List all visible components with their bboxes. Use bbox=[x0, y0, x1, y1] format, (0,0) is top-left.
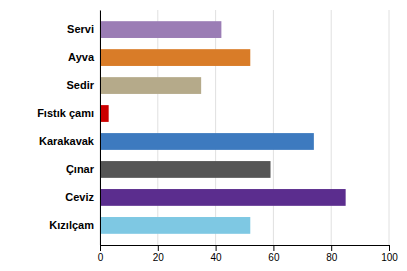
x-tick-mark bbox=[331, 245, 332, 251]
y-tick: Fıstık çamı bbox=[37, 107, 100, 119]
bar bbox=[100, 161, 271, 178]
x-axis-line bbox=[101, 246, 390, 252]
bar bbox=[100, 105, 109, 122]
y-tick: Karakavak bbox=[39, 135, 100, 147]
x-tick: 60 bbox=[268, 245, 280, 263]
bar bbox=[100, 189, 346, 206]
bar bbox=[100, 49, 250, 66]
x-tick-label: 80 bbox=[326, 252, 338, 263]
y-tick-label: Servi bbox=[67, 23, 94, 35]
y-tick: Sedir bbox=[66, 79, 100, 91]
plot-area: 0 20 40 60 80 100 Servi Ayva Sedir Fıstık çamı Kar… bbox=[37, 10, 398, 263]
grid bbox=[100, 10, 389, 245]
x-tick: 80 bbox=[326, 245, 338, 263]
grid-line bbox=[389, 10, 390, 245]
y-tick: Ayva bbox=[68, 51, 100, 63]
y-tick-label: Çınar bbox=[66, 163, 95, 175]
bar bbox=[100, 77, 201, 94]
bar bbox=[100, 21, 221, 38]
y-tick-label: Ayva bbox=[68, 51, 95, 63]
grid-line bbox=[215, 10, 216, 245]
x-tick-label: 0 bbox=[98, 252, 104, 263]
y-tick-label: Ceviz bbox=[65, 191, 94, 203]
x-tick-label: 100 bbox=[381, 252, 398, 263]
grid-line bbox=[273, 10, 274, 245]
x-tick: 100 bbox=[381, 245, 398, 263]
y-tick: Ceviz bbox=[65, 191, 100, 203]
y-tick-label: Fıstık çamı bbox=[37, 107, 94, 119]
x-tick-mark bbox=[216, 245, 217, 251]
x-tick-mark bbox=[100, 245, 101, 251]
x-tick-label: 60 bbox=[268, 252, 280, 263]
y-tick-label: Karakavak bbox=[39, 135, 95, 147]
x-tick: 20 bbox=[153, 245, 165, 263]
chart: 0 20 40 60 80 100 Servi Ayva Sedir Fıstık çamı Kar… bbox=[0, 0, 407, 271]
x-tick-label: 20 bbox=[153, 252, 165, 263]
x-tick-mark bbox=[389, 245, 390, 251]
y-tick-label: Kızılçam bbox=[49, 219, 94, 231]
y-tick: Servi bbox=[67, 23, 100, 35]
y-axis-line bbox=[100, 11, 101, 246]
bar bbox=[100, 133, 314, 150]
x-tick-mark bbox=[273, 245, 274, 251]
x-tick-label: 40 bbox=[211, 252, 223, 263]
grid-line bbox=[157, 10, 158, 245]
grid-line bbox=[100, 10, 101, 245]
grid-line bbox=[331, 10, 332, 245]
x-tick: 0 bbox=[98, 245, 104, 263]
y-tick: Kızılçam bbox=[49, 219, 100, 231]
x-tick-mark bbox=[158, 245, 159, 251]
bars bbox=[100, 21, 346, 234]
y-axis: Servi Ayva Sedir Fıstık çamı Karakavak Çınar C… bbox=[37, 11, 100, 246]
x-tick: 40 bbox=[211, 245, 223, 263]
y-tick: Çınar bbox=[66, 163, 100, 175]
x-axis: 0 20 40 60 80 100 bbox=[98, 245, 399, 263]
bar bbox=[100, 217, 250, 234]
y-tick-label: Sedir bbox=[66, 79, 94, 91]
